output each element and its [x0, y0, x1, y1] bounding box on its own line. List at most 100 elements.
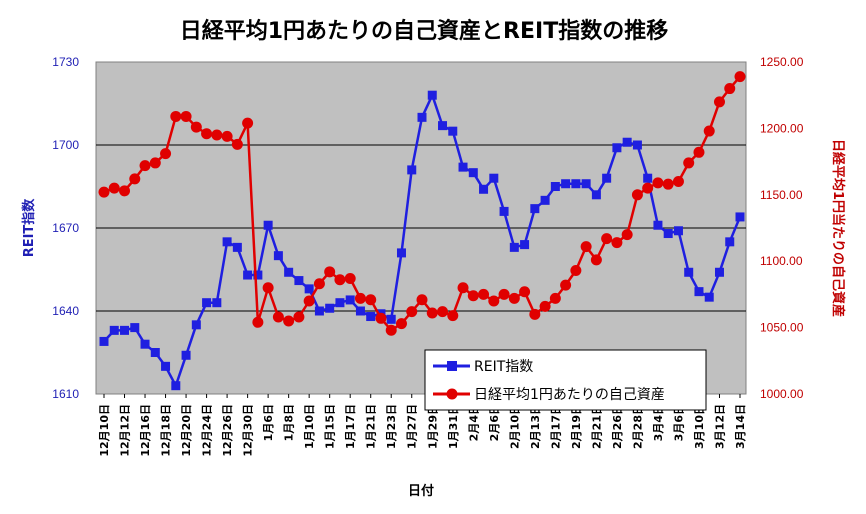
x-tick-label: 12月18日 — [160, 404, 173, 457]
data-point — [303, 295, 315, 307]
data-point — [406, 306, 418, 318]
x-tick-label: 12月10日 — [98, 404, 111, 457]
data-point — [407, 165, 417, 175]
x-tick-label: 3月14日 — [734, 404, 747, 449]
data-point — [263, 220, 273, 230]
data-point — [201, 128, 213, 140]
data-point — [344, 272, 356, 284]
left-tick-label: 1670 — [52, 221, 79, 235]
data-point — [621, 229, 633, 241]
data-point — [540, 195, 550, 205]
data-point — [272, 311, 284, 323]
data-point — [704, 292, 714, 302]
data-point — [149, 157, 161, 169]
right-axis: 1000.00 1050.00 1100.00 1150.00 1200.00 1250.… — [760, 55, 804, 401]
data-point — [735, 212, 745, 222]
data-point — [170, 110, 182, 122]
data-point — [324, 266, 336, 278]
chart-title: 日経平均1円あたりの自己資産とREIT指数の推移 — [180, 18, 668, 44]
data-point — [366, 312, 376, 322]
data-point — [130, 323, 140, 333]
data-point — [663, 229, 673, 239]
data-point — [262, 282, 274, 294]
x-tick-label: 1月15日 — [324, 404, 337, 449]
data-point — [672, 176, 684, 188]
data-point — [99, 336, 109, 346]
data-point — [457, 282, 469, 294]
x-tick-label: 3月4日 — [652, 404, 665, 441]
data-point — [386, 314, 396, 324]
data-point — [591, 190, 601, 200]
x-tick-label: 12月26日 — [221, 404, 234, 457]
x-tick-label: 1月10日 — [303, 404, 316, 449]
data-point — [139, 160, 151, 172]
x-tick-label: 1月8日 — [283, 404, 296, 441]
x-tick-label: 2月6日 — [488, 404, 501, 441]
data-point — [662, 178, 674, 190]
data-point — [448, 126, 458, 136]
x-tick-label: 2月21日 — [590, 404, 603, 449]
data-point — [313, 278, 325, 290]
data-point — [108, 182, 120, 194]
data-point — [458, 162, 468, 172]
data-point — [212, 298, 222, 308]
data-point — [437, 306, 449, 318]
data-point — [602, 173, 612, 183]
x-tick-label: 12月20日 — [180, 404, 193, 457]
data-point — [683, 157, 695, 169]
data-point — [447, 310, 459, 322]
data-point — [734, 71, 746, 83]
data-point — [416, 294, 428, 306]
data-point — [160, 148, 172, 160]
data-point — [488, 295, 500, 307]
data-point — [561, 179, 571, 189]
series-layer — [98, 71, 746, 391]
data-point — [530, 204, 540, 214]
data-point — [161, 361, 171, 371]
data-point — [355, 306, 365, 316]
data-point — [417, 112, 427, 122]
left-tick-label: 1640 — [52, 304, 79, 318]
left-tick-label: 1730 — [52, 55, 79, 69]
data-point — [171, 381, 181, 391]
data-point — [642, 182, 654, 194]
data-point — [498, 288, 510, 300]
x-tick-label: 1月21日 — [365, 404, 378, 449]
data-point — [109, 325, 119, 335]
data-point — [365, 294, 377, 306]
x-tick-label: 1月27日 — [406, 404, 419, 449]
data-point — [499, 206, 509, 216]
data-point — [519, 286, 531, 298]
data-point — [652, 177, 664, 189]
data-point — [684, 267, 694, 277]
data-point — [539, 300, 551, 312]
data-point — [375, 312, 387, 324]
left-tick-label: 1700 — [52, 138, 79, 152]
data-point — [580, 241, 592, 253]
right-tick-label: 1150.00 — [760, 188, 803, 202]
right-tick-label: 1250.00 — [760, 55, 804, 69]
data-point — [345, 295, 355, 305]
data-point — [252, 316, 264, 328]
data-point — [550, 182, 560, 191]
data-point — [119, 185, 131, 197]
data-point — [150, 348, 160, 357]
left-axis: 1610 1640 1670 1700 1730 — [52, 55, 79, 401]
data-point — [354, 292, 366, 304]
x-tick-label: 2月17日 — [549, 404, 562, 449]
right-tick-label: 1050.00 — [760, 321, 804, 335]
data-point — [560, 279, 572, 291]
data-point — [273, 251, 283, 261]
data-point — [426, 307, 438, 319]
x-tick-label: 3月6日 — [672, 404, 685, 441]
data-point — [631, 189, 643, 201]
x-tick-label: 1月29日 — [426, 404, 439, 449]
data-point — [478, 288, 490, 300]
x-tick-label: 1月6日 — [262, 404, 275, 441]
data-point — [294, 276, 304, 286]
data-point — [190, 121, 202, 133]
data-point — [467, 290, 479, 302]
right-axis-label: 日経平均1円当たりの自己資産 — [830, 139, 846, 317]
data-point — [191, 320, 201, 330]
legend-reit-label: REIT指数 — [474, 359, 533, 375]
